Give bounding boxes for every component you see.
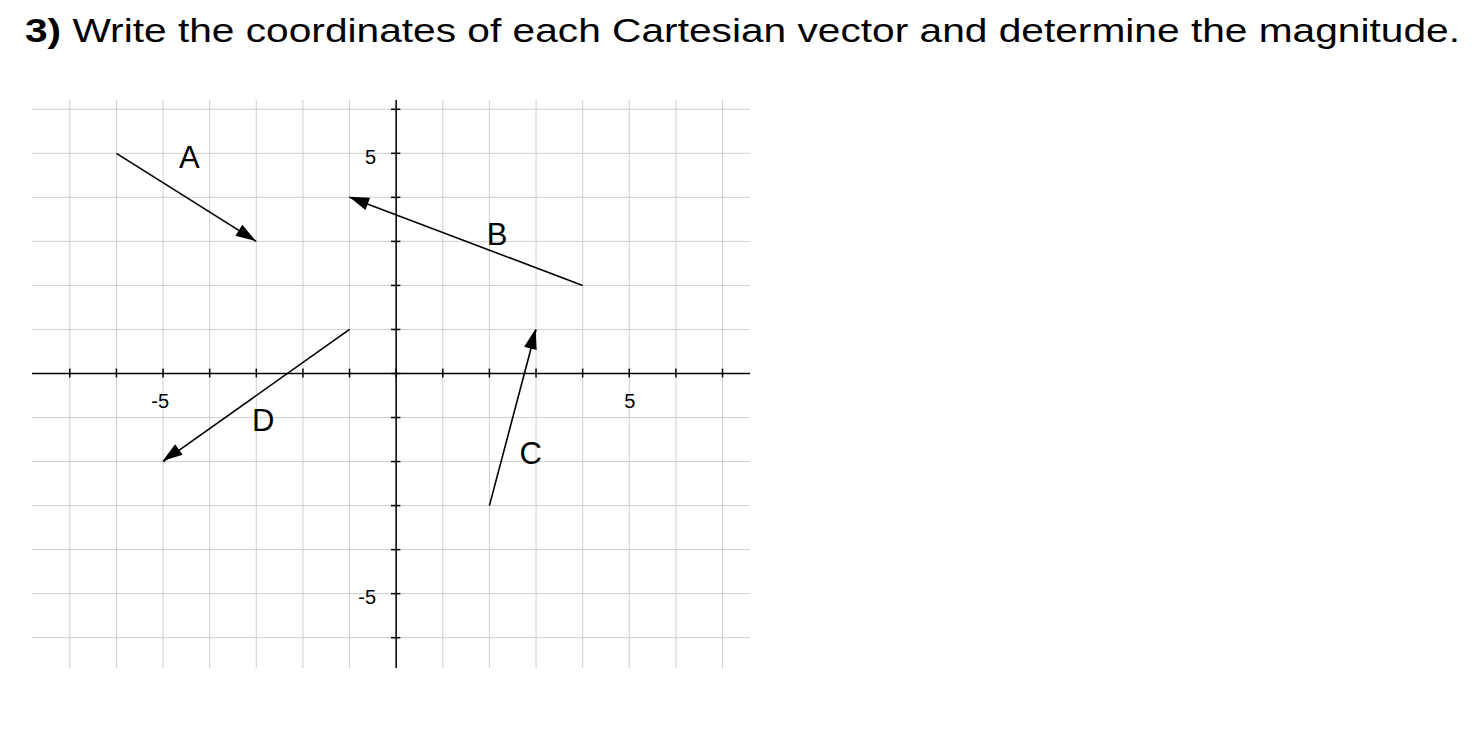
- svg-text:3) Write the coordinates of ea: 3) Write the coordinates of each Cartesi…: [25, 11, 1460, 49]
- svg-text:D: D: [252, 403, 274, 438]
- svg-text:A: A: [179, 140, 200, 175]
- svg-text:5: 5: [624, 390, 635, 412]
- svg-text:C: C: [520, 436, 542, 471]
- svg-text:B: B: [487, 217, 508, 252]
- svg-text:-5: -5: [358, 586, 376, 608]
- svg-text:5: 5: [365, 146, 376, 168]
- svg-text:-5: -5: [151, 390, 169, 412]
